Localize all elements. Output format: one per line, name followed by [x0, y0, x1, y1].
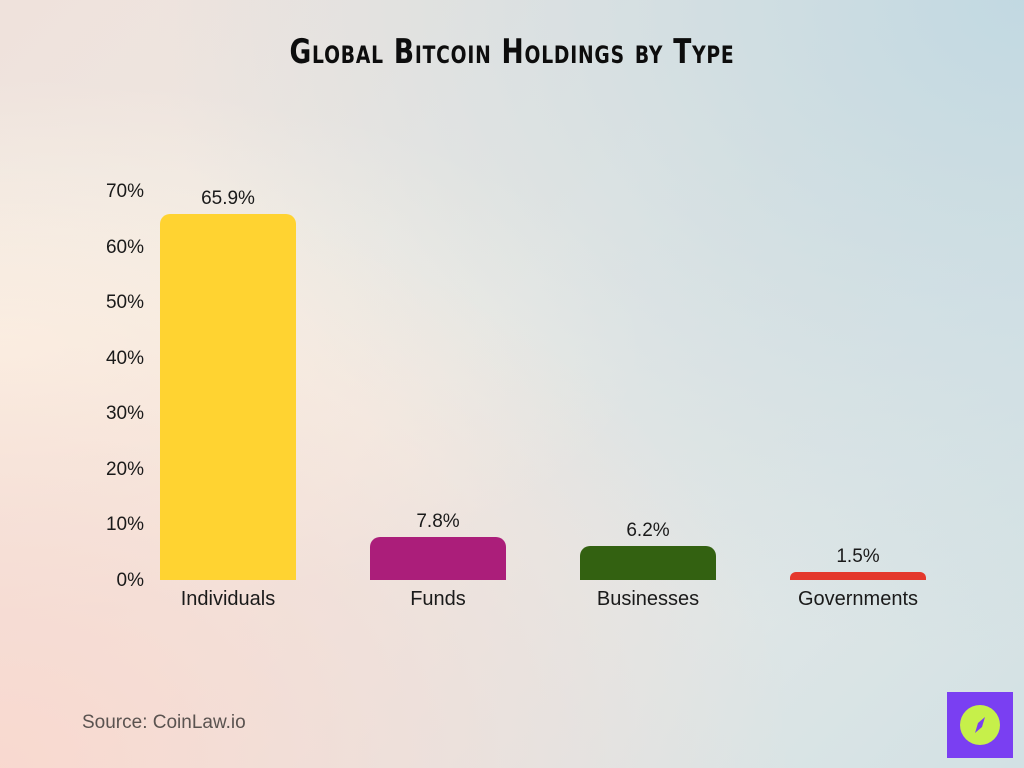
category-label: Individuals [180, 588, 276, 610]
value-label: 6.2% [626, 519, 670, 541]
category-label: Businesses [596, 588, 700, 610]
value-label: 7.8% [416, 510, 460, 532]
bar-funds[interactable] [370, 536, 506, 580]
bar-individuals[interactable] [160, 213, 296, 580]
bar-governments[interactable] [790, 571, 926, 580]
bar-businesses[interactable] [580, 545, 716, 580]
category-label: Governments [797, 588, 919, 610]
category-label: Funds [410, 588, 466, 610]
chart-title: Global Bitcoin Holdings by Type [289, 32, 735, 72]
value-label: 65.9% [201, 187, 255, 209]
brand-logo[interactable] [947, 692, 1013, 758]
compass-icon [960, 705, 1000, 745]
y-tick-label: 30% [105, 403, 144, 424]
y-tick-label: 0% [116, 570, 144, 591]
value-label: 1.5% [836, 545, 880, 567]
y-tick-label: 60% [105, 237, 144, 258]
y-tick-label: 10% [105, 514, 144, 535]
y-tick-label: 40% [105, 348, 144, 369]
y-tick-label: 70% [105, 181, 144, 202]
y-tick-label: 20% [105, 459, 144, 480]
source-note: Source: CoinLaw.io [82, 712, 246, 733]
y-tick-label: 50% [105, 292, 144, 313]
